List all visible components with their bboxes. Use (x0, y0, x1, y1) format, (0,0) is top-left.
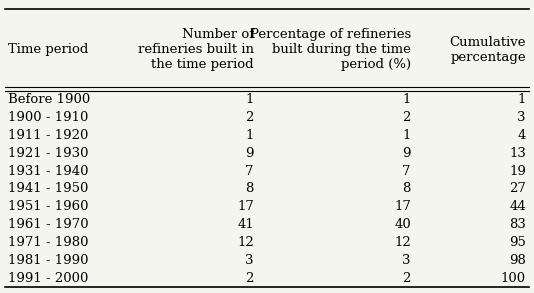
Text: 98: 98 (509, 254, 526, 267)
Text: 17: 17 (394, 200, 411, 213)
Text: 9: 9 (402, 147, 411, 160)
Text: 1: 1 (517, 93, 526, 106)
Text: 40: 40 (394, 218, 411, 231)
Text: 95: 95 (509, 236, 526, 249)
Text: 2: 2 (403, 111, 411, 124)
Text: 2: 2 (246, 272, 254, 285)
Text: 12: 12 (394, 236, 411, 249)
Text: Number of
refineries built in
the time period: Number of refineries built in the time p… (138, 28, 254, 71)
Text: 1900 - 1910: 1900 - 1910 (8, 111, 89, 124)
Text: 8: 8 (246, 183, 254, 195)
Text: 1: 1 (246, 129, 254, 142)
Text: 3: 3 (517, 111, 526, 124)
Text: 1921 - 1930: 1921 - 1930 (8, 147, 89, 160)
Text: 2: 2 (403, 272, 411, 285)
Text: 1931 - 1940: 1931 - 1940 (8, 165, 89, 178)
Text: 3: 3 (245, 254, 254, 267)
Text: 83: 83 (509, 218, 526, 231)
Text: Before 1900: Before 1900 (8, 93, 90, 106)
Text: 2: 2 (246, 111, 254, 124)
Text: 8: 8 (403, 183, 411, 195)
Text: 1: 1 (403, 93, 411, 106)
Text: 12: 12 (237, 236, 254, 249)
Text: 13: 13 (509, 147, 526, 160)
Text: 1941 - 1950: 1941 - 1950 (8, 183, 89, 195)
Text: Time period: Time period (8, 43, 89, 56)
Text: 1971 - 1980: 1971 - 1980 (8, 236, 89, 249)
Text: 1951 - 1960: 1951 - 1960 (8, 200, 89, 213)
Text: 19: 19 (509, 165, 526, 178)
Text: 17: 17 (237, 200, 254, 213)
Text: 7: 7 (402, 165, 411, 178)
Text: 4: 4 (517, 129, 526, 142)
Text: 27: 27 (509, 183, 526, 195)
Text: 3: 3 (402, 254, 411, 267)
Text: 100: 100 (501, 272, 526, 285)
Text: 1961 - 1970: 1961 - 1970 (8, 218, 89, 231)
Text: 1981 - 1990: 1981 - 1990 (8, 254, 89, 267)
Text: 7: 7 (245, 165, 254, 178)
Text: 1: 1 (246, 93, 254, 106)
Text: Cumulative
percentage: Cumulative percentage (450, 36, 526, 64)
Text: 1: 1 (403, 129, 411, 142)
Text: 1991 - 2000: 1991 - 2000 (8, 272, 89, 285)
Text: 44: 44 (509, 200, 526, 213)
Text: 41: 41 (237, 218, 254, 231)
Text: Percentage of refineries
built during the time
period (%): Percentage of refineries built during th… (249, 28, 411, 71)
Text: 1911 - 1920: 1911 - 1920 (8, 129, 89, 142)
Text: 9: 9 (245, 147, 254, 160)
